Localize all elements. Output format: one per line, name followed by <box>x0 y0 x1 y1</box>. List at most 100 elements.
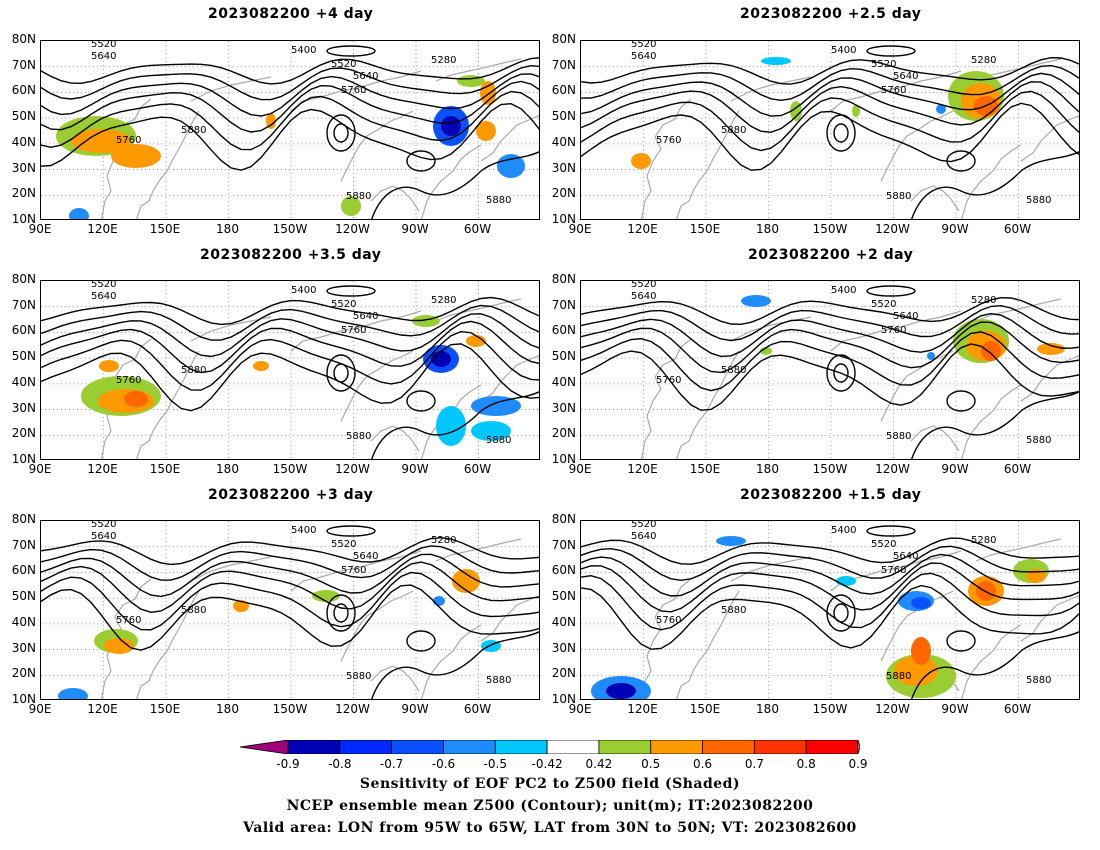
contour-line <box>41 90 539 151</box>
contour-label: 5640 <box>893 311 918 322</box>
contour-label: 5640 <box>353 311 378 322</box>
x-tick-label: 180 <box>216 462 239 476</box>
contour-line <box>41 561 539 614</box>
contour-label: 5520 <box>871 539 896 550</box>
contour-label: 5760 <box>656 375 681 386</box>
contour-closed-low <box>833 603 849 623</box>
contour-label: 5760 <box>116 615 141 626</box>
shade-region <box>431 351 451 367</box>
colorbar-tick-label: -0.42 <box>531 757 563 771</box>
contour-label: 5640 <box>353 71 378 82</box>
x-tick-label: 120W <box>875 462 910 476</box>
colorbar-box <box>391 740 444 754</box>
y-tick-label: 50N <box>551 349 576 364</box>
contour-label: 5640 <box>893 551 918 562</box>
contour-label: 5880 <box>181 365 206 376</box>
shade-region <box>836 576 856 586</box>
panel-title-4: 2023082200 +2 day <box>748 247 914 263</box>
contour-line <box>581 102 1079 171</box>
shade-region <box>606 683 636 699</box>
contour-label: 5760 <box>116 135 141 146</box>
x-tick-label: 150W <box>272 702 308 716</box>
shade-region <box>741 295 771 307</box>
contour-label: 5400 <box>291 45 316 56</box>
contour-closed-high <box>946 390 976 412</box>
contour-line <box>41 320 539 374</box>
contour-label: 5520 <box>631 521 656 530</box>
colorbar <box>240 740 860 754</box>
contour-label: 5760 <box>881 85 906 96</box>
y-tick-label: 30N <box>551 400 576 415</box>
y-tick-label: 80N <box>11 272 36 286</box>
y-tick-label: 70N <box>551 57 576 72</box>
contour-closed-low <box>333 123 349 143</box>
x-tick-label: 120E <box>87 462 118 476</box>
contour-label: 5280 <box>971 535 996 546</box>
contour-closed-low <box>326 114 356 152</box>
shade-region <box>71 129 131 153</box>
contour-closed-low <box>333 603 349 623</box>
contour-label: 5880 <box>486 195 511 206</box>
x-tick-label: 60W <box>463 702 492 716</box>
colorbar-tick-label: -0.9 <box>276 757 300 771</box>
map-plus-2-day: 5520564054005280552056405760588057605880… <box>581 281 1079 459</box>
shade-region <box>1037 343 1065 355</box>
x-tick-label: 150W <box>812 462 848 476</box>
contour-closed-high <box>326 285 376 297</box>
x-tick-label: 90W <box>941 462 969 476</box>
colorbar-box <box>494 740 548 754</box>
shade-region <box>452 569 480 593</box>
shade-region <box>761 57 791 65</box>
contour-label: 5400 <box>291 525 316 536</box>
contour-label: 5520 <box>631 41 656 50</box>
y-tick-label: 40N <box>551 374 576 389</box>
x-tick-label: 120W <box>875 702 910 716</box>
contour-closed-high <box>326 525 376 537</box>
contour-line <box>581 56 1079 85</box>
contour-label: 5760 <box>341 565 366 576</box>
y-tick-label: 70N <box>11 537 36 552</box>
contour-label: 5640 <box>353 551 378 562</box>
y-tick-label: 60N <box>551 323 576 338</box>
contour-labels: 5520564054005280552056405760588057605880… <box>91 41 511 206</box>
y-tick-label: 60N <box>11 323 36 338</box>
contour-line <box>41 80 539 133</box>
contour-label: 5880 <box>181 605 206 616</box>
x-tick-label: 60W <box>463 222 492 236</box>
colorbar-triangle-right <box>857 740 860 754</box>
contour-line <box>41 296 539 326</box>
colorbar-tick-label: 0.8 <box>796 757 816 771</box>
x-tick-label: 120W <box>875 222 910 236</box>
shade-region <box>981 341 1001 361</box>
x-tick-label: 90W <box>941 222 969 236</box>
x-tick-label: 120E <box>87 222 118 236</box>
x-tick-label: 120E <box>627 702 658 716</box>
x-tick-label: 60W <box>463 462 492 476</box>
contour-label: 5880 <box>886 671 911 682</box>
contour-line <box>581 296 1079 326</box>
contour-line <box>371 151 539 219</box>
map-panel-6: 5520 5640 5400 5280 5520 5640 5760 5880 5760 5880… <box>580 520 1080 700</box>
x-tick-label: 150W <box>272 462 308 476</box>
y-tick-label: 70N <box>11 297 36 312</box>
y-tick-label: 80N <box>551 512 576 526</box>
contour-labels: 5520564054005280552056405760588057605880… <box>91 521 511 686</box>
contour-label: 5280 <box>431 535 456 546</box>
contour-label: 5760 <box>656 135 681 146</box>
shade-region <box>124 391 148 407</box>
y-tick-label: 20N <box>551 426 576 441</box>
x-tick-label: 150W <box>812 222 848 236</box>
x-tick-label: 120E <box>87 702 118 716</box>
contour-closed-high <box>866 525 916 537</box>
contour-label: 5520 <box>631 281 656 290</box>
x-tick-label: 150E <box>689 702 721 716</box>
contour-label: 5880 <box>486 435 511 446</box>
colorbar-box <box>546 740 600 754</box>
x-tick-label: 180 <box>756 222 779 236</box>
colorbar-tick-label: 0.42 <box>585 757 613 771</box>
contour-line <box>41 57 539 85</box>
contour-line <box>911 631 1079 699</box>
contour-closed-high <box>326 45 376 57</box>
x-tick-label: 150E <box>689 462 721 476</box>
contour-closed-high <box>866 285 916 297</box>
